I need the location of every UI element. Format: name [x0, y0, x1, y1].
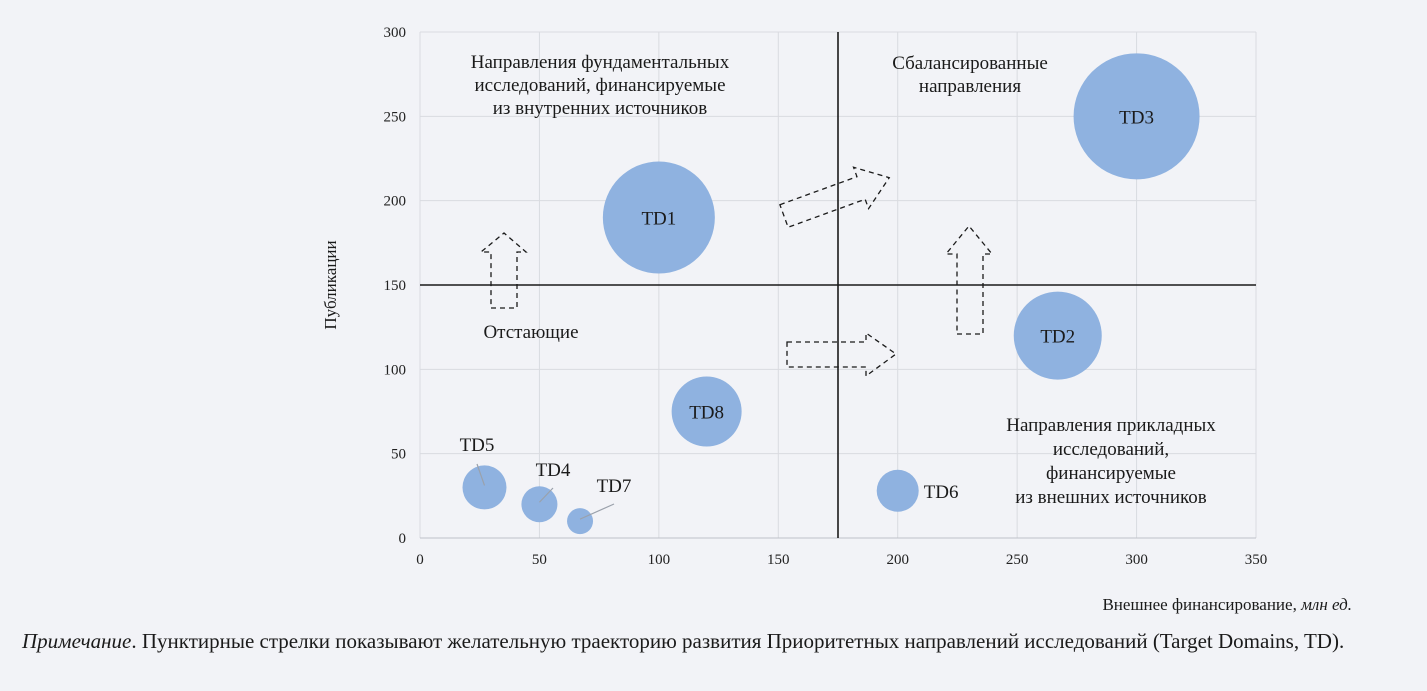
note-text: . Пунктирные стрелки показывают желатель… [131, 629, 1345, 653]
bubble-chart: 0 50 100 150 200 250 300 0 50 100 150 200 250 300 350 П… [321, 25, 1352, 614]
note-label: Примечание [22, 629, 132, 653]
quadrant-label-line: финансируемые [1046, 463, 1176, 484]
arrow-right [786, 331, 898, 378]
bubble-label-td2: TD2 [1040, 327, 1075, 348]
arrow-up-left [479, 232, 528, 309]
leader-line [579, 503, 615, 520]
leader-line [476, 463, 486, 486]
bubble-td4 [521, 486, 558, 523]
y-tick-label: 50 [391, 447, 406, 463]
x-tick-label: 50 [532, 552, 547, 568]
bubble-label-td7: TD7 [597, 476, 632, 497]
x-tick-label: 100 [648, 552, 671, 568]
bubble-td2 [1013, 291, 1102, 380]
quadrant-label-line: исследований, финансируемые [474, 75, 725, 96]
bubble-td7 [567, 508, 594, 535]
bubble-label-td8: TD8 [689, 403, 724, 424]
bubble-td3 [1073, 53, 1200, 180]
x-tick-label: 350 [1245, 552, 1268, 568]
x-tick-label: 250 [1006, 552, 1029, 568]
y-tick-label: 250 [384, 109, 407, 125]
quadrant-label-line: Направления прикладных [1006, 415, 1216, 436]
bubble-label-td5: TD5 [460, 435, 495, 456]
y-tick-label: 300 [384, 25, 407, 41]
bubble-td5 [462, 465, 507, 510]
leader-line [538, 487, 554, 503]
arrow-diagonal [779, 166, 891, 229]
quadrant-label-line: из внешних источников [1015, 487, 1207, 508]
bubble-label-td3: TD3 [1119, 107, 1154, 128]
arrow-up-right-quadrant [944, 224, 994, 335]
chart-note: Примечание. Пунктирные стрелки показываю… [22, 628, 1417, 655]
bubble-td6 [876, 469, 919, 512]
quadrant-label-line: направления [919, 76, 1021, 97]
y-tick-label: 200 [384, 194, 407, 210]
bubble-label-td4: TD4 [536, 460, 571, 481]
x-tick-label: 0 [416, 552, 424, 568]
quadrant-label-line: Направления фундаментальных [471, 52, 730, 73]
quadrant-label-line: из внутренних источников [493, 98, 708, 119]
y-tick-label: 150 [384, 278, 407, 294]
bubble-label-td6: TD6 [924, 482, 959, 503]
x-tick-label: 150 [767, 552, 790, 568]
quadrant-label-line: Сбалансированные [892, 53, 1048, 74]
quadrant-label-line: исследований, [1053, 439, 1169, 460]
x-tick-label: 300 [1125, 552, 1148, 568]
bubble-label-td1: TD1 [641, 209, 676, 230]
y-axis-title: Публикации [321, 240, 340, 329]
bubble-td1 [602, 161, 715, 274]
x-tick-label: 200 [886, 552, 909, 568]
quadrant-label-line: Отстающие [483, 322, 578, 343]
x-axis-title: Внешнее финансирование, млн ед. [1102, 595, 1352, 614]
bubble-td8 [671, 376, 742, 447]
y-tick-label: 0 [399, 531, 407, 547]
y-tick-label: 100 [384, 362, 407, 378]
